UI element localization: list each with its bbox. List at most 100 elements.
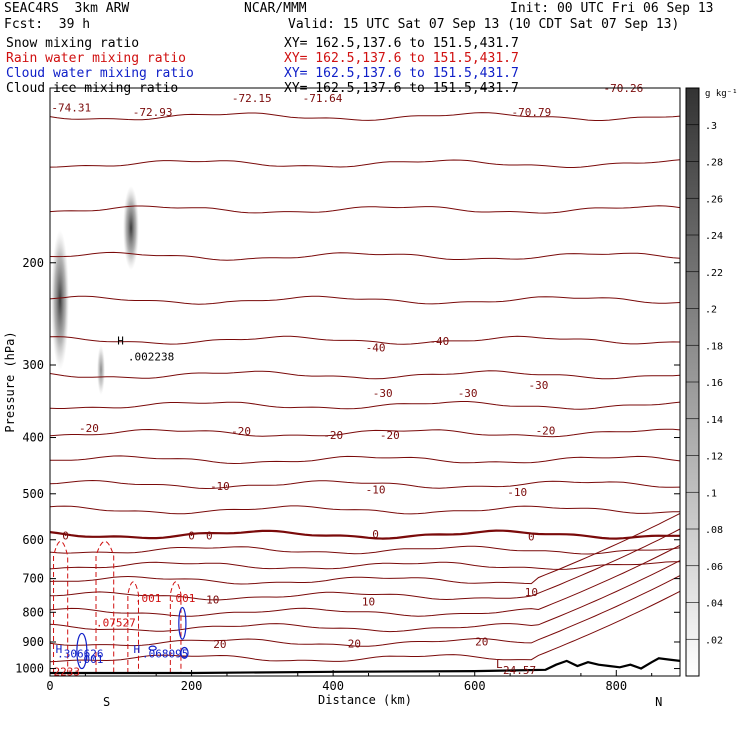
y-tick-label: 200 [22,256,44,270]
isotherm-label: -74.31 [51,101,91,114]
colorbar-tick-label: .06 [705,562,723,573]
isotherm-line [50,544,680,617]
isotherm-line [50,401,680,410]
y-tick-label: 400 [22,431,44,445]
isotherm-line [50,251,680,261]
isotherm-label: 10 [362,595,375,608]
x-tick-label: 600 [464,679,486,693]
forecast-hour: Fcst: 39 h [4,17,91,32]
colorbar-tick-label: .26 [705,194,723,205]
cloud-water-contour [180,646,189,659]
colorbar-tick-label: .18 [705,341,723,352]
isotherm-line [50,370,680,380]
isotherm-label: -40 [366,342,386,355]
cloud-water-label: .001 [77,653,104,666]
field-cloudwater-xy: XY= 162.5,137.6 to 151.5,431.7 [284,66,519,81]
rain-water-label: .001 [135,592,162,605]
isotherm-line [50,528,680,601]
isotherm-label: 10 [525,586,538,599]
isotherm-line [50,112,680,121]
isotherm-label: -20 [231,425,251,438]
temperature-contours [50,112,680,663]
cloud-water-contours [76,606,189,670]
y-tick-label: 500 [22,487,44,501]
x-tick-label: 0 [46,679,53,693]
isotherm-line [50,205,680,214]
x-tick-label: 200 [181,679,203,693]
colorbar-tick-label: .16 [705,378,723,389]
extremum-marker: H [56,643,63,656]
field-rain-xy: XY= 162.5,137.6 to 151.5,431.7 [284,51,519,66]
colorbar-tick-label: .28 [705,158,723,169]
isotherm-line [50,545,680,555]
isotherm-line [50,455,680,465]
snow-area-3 [97,345,105,395]
isotherm-label: -72.93 [133,106,173,119]
field-rain-name: Rain water mixing ratio [6,51,187,66]
snow-area-1 [51,230,69,370]
isotherm-line [50,512,680,585]
y-tick-label: 1000 [15,662,44,676]
isotherm-label: -20 [79,422,99,435]
terrain-surface [50,657,680,675]
cloud-water-contour [148,645,157,651]
rain-water-label: .07527 [96,616,136,629]
isotherm-label: 0 [188,530,195,543]
isotherm-line [50,575,680,647]
extremum-marker: H [134,643,141,656]
model-title: SEAC4RS 3km ARW [4,1,130,16]
isotherm-label: -71.64 [303,92,343,105]
isotherm-line [50,479,680,490]
y-axis-label: Pressure (hPa) [3,331,17,432]
isotherm-label: 0 [206,530,213,543]
field-snow-xy: XY= 162.5,137.6 to 151.5,431.7 [284,36,519,51]
cloud-water-label: .068095 [142,647,188,660]
isotherm-label: -30 [458,387,478,400]
isotherm-line [50,529,680,540]
colorbar-tick-label: .3 [705,121,717,132]
isotherm-line [50,590,680,663]
isotherm-label: -70.79 [511,106,551,119]
field-snow-name: Snow mixing ratio [6,36,140,51]
rain-water-contour [127,581,139,674]
y-tick-label: 600 [22,533,44,547]
colorbar-tick-label: .14 [705,415,723,426]
isotherm-label: -40 [429,335,449,348]
isotherm-label: -30 [373,387,393,400]
contour-labels: -74.31 -72.93-72.15 -71.64-70.79-70.26-40-… [51,82,643,679]
rain-water-contour [95,540,115,674]
colorbar: .02 .04 .06 .08 .1 .12 .14 .16 .18 .2 .22 .24 .26 .28… [685,87,738,677]
isotherm-label: -72.15 [232,92,272,105]
cloud-water-contour [178,606,187,640]
isotherm-line [50,428,680,438]
rain-water-contour [169,581,182,674]
y-tick-label: 300 [22,358,44,372]
isotherm-label: 0 [528,530,535,543]
extremum-marker: L [496,658,503,671]
isotherm-label: -10 [366,484,386,497]
isotherm-line [50,560,680,633]
colorbar-tick-label: .1 [705,488,717,499]
colorbar-tick-label: .2 [705,305,717,316]
surface-low-value: 24.57 [503,664,536,677]
y-tick-label: 900 [22,635,44,649]
isotherm-label: -10 [210,480,230,493]
snow-area-2 [123,186,139,270]
cloud-water-label: .306626 [57,647,103,660]
snow-shading [51,186,139,395]
colorbar-tick-label: .12 [705,452,723,463]
colorbar-tick-label: .08 [705,525,723,536]
x-tick-label: 800 [605,679,627,693]
isotherm-label: -30 [528,379,548,392]
valid-time: Valid: 15 UTC Sat 07 Sep 13 (10 CDT Sat … [288,17,680,32]
colorbar-tick-label: .22 [705,268,723,279]
isotherm-label: 10 [206,594,219,607]
isotherm-label: 20 [348,637,361,650]
isotherm-line [50,159,680,168]
isotherm-label: -20 [380,429,400,442]
colorbar-tick-label: .02 [705,635,723,646]
isotherm-label: 0 [372,528,379,541]
isotherm-label: -20 [536,424,556,437]
